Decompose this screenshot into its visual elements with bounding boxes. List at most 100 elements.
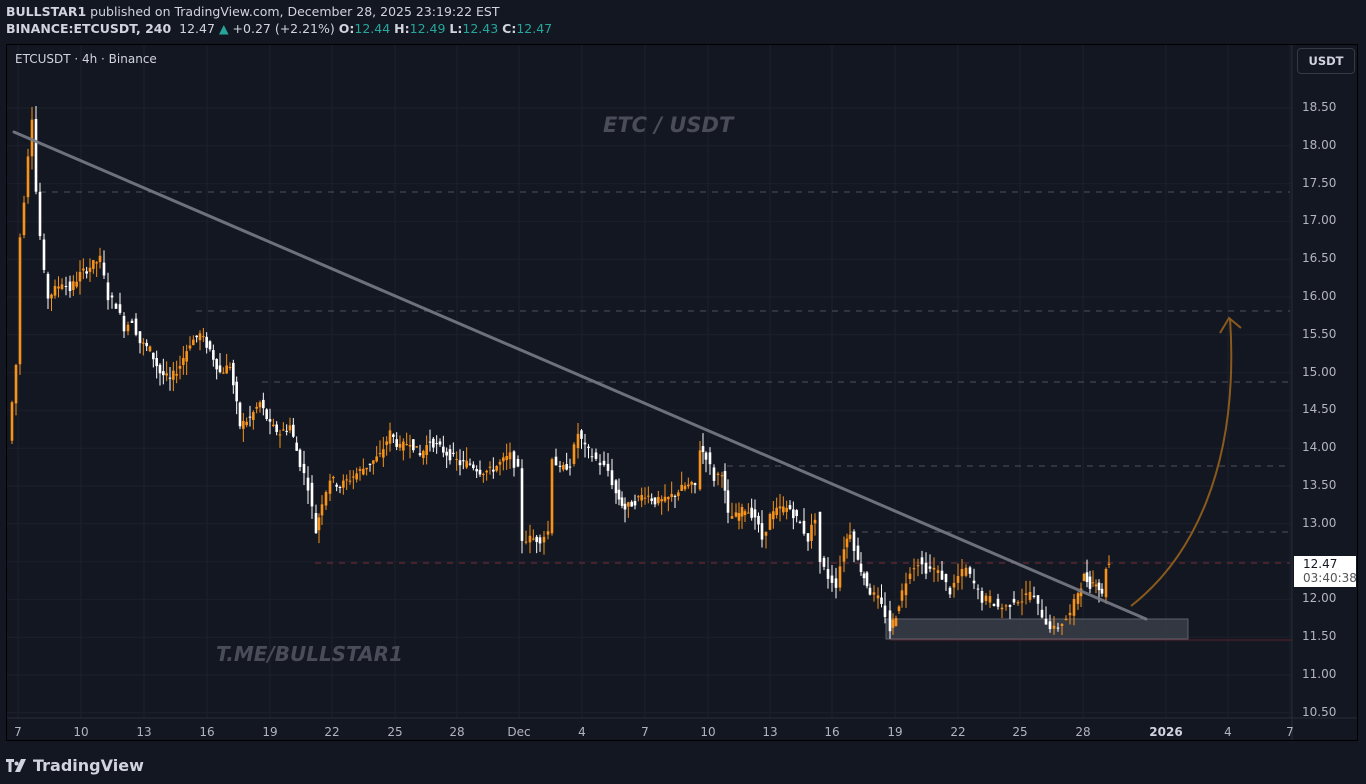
candle-body bbox=[972, 580, 976, 584]
candle-body bbox=[818, 511, 822, 562]
candle-body bbox=[342, 480, 345, 488]
candle-body bbox=[602, 460, 606, 465]
time-tick: 7 bbox=[641, 725, 649, 739]
candle-body bbox=[916, 565, 920, 567]
time-tick: 10 bbox=[73, 725, 89, 739]
candle-body bbox=[95, 262, 98, 264]
tradingview-logo[interactable]: TradingView bbox=[6, 756, 144, 775]
candle-body bbox=[10, 402, 14, 441]
candle-body bbox=[960, 569, 964, 577]
candle-body bbox=[856, 545, 860, 560]
candle-body bbox=[485, 470, 488, 473]
candle-body bbox=[92, 260, 95, 269]
candle-body bbox=[546, 531, 550, 535]
candle-body bbox=[798, 521, 802, 523]
candle-body bbox=[365, 467, 368, 470]
candle-body bbox=[148, 346, 152, 352]
candle-body bbox=[425, 445, 428, 455]
candle-body bbox=[482, 473, 485, 475]
price-tick: 15.00 bbox=[1302, 364, 1337, 379]
candle-body bbox=[88, 267, 92, 272]
candle-body bbox=[737, 513, 741, 521]
candle-body bbox=[302, 463, 306, 474]
candle-body bbox=[142, 342, 145, 344]
candle-body bbox=[888, 610, 892, 632]
candle-body bbox=[272, 424, 275, 426]
candle-body bbox=[897, 606, 901, 612]
time-tick: 13 bbox=[762, 725, 778, 739]
time-tick: 4 bbox=[578, 725, 586, 739]
candle-body bbox=[275, 424, 278, 432]
candle-body bbox=[568, 466, 572, 468]
candle-body bbox=[701, 446, 705, 453]
candle-body bbox=[498, 461, 502, 465]
last-price-value: 12.47 bbox=[1303, 557, 1338, 571]
candle-body bbox=[528, 535, 532, 543]
candle-body bbox=[328, 480, 332, 494]
candle-body bbox=[1060, 623, 1064, 626]
candle-body bbox=[455, 458, 458, 460]
watermark-pair: ETC / USDT bbox=[603, 113, 734, 137]
candle-body bbox=[747, 512, 750, 514]
candle-body bbox=[178, 366, 182, 369]
candle-body bbox=[202, 336, 205, 338]
candle-body bbox=[324, 492, 328, 506]
trendline-drawing[interactable] bbox=[12, 130, 1148, 621]
candle-body bbox=[428, 441, 432, 443]
candle-body bbox=[418, 453, 422, 456]
candle-body bbox=[68, 281, 72, 292]
candle-body bbox=[422, 450, 425, 458]
candle-body bbox=[730, 516, 734, 519]
candle-body bbox=[610, 470, 614, 486]
candle-body bbox=[1048, 621, 1052, 630]
time-tick: 22 bbox=[324, 725, 340, 739]
candle-body bbox=[138, 331, 142, 344]
candle-body bbox=[580, 430, 583, 439]
publish-header: BULLSTAR1 published on TradingView.com, … bbox=[6, 3, 552, 37]
time-tick: 19 bbox=[887, 725, 903, 739]
author-name[interactable]: BULLSTAR1 bbox=[6, 4, 87, 19]
candle-body bbox=[852, 531, 856, 551]
candle-body bbox=[868, 587, 872, 595]
candle-body bbox=[620, 497, 624, 506]
candle-body bbox=[382, 449, 385, 458]
candle-body bbox=[432, 438, 435, 448]
candle-body bbox=[26, 156, 30, 198]
candle-body bbox=[1104, 568, 1108, 598]
candle-body bbox=[992, 603, 996, 606]
candle-body bbox=[524, 541, 528, 543]
candle-body bbox=[415, 446, 418, 448]
candle-body bbox=[320, 504, 324, 516]
candle-body bbox=[248, 416, 252, 418]
candle-body bbox=[262, 399, 265, 409]
price-tick: 15.50 bbox=[1302, 326, 1337, 341]
candle-body bbox=[478, 469, 482, 475]
price-tick: 13.50 bbox=[1302, 478, 1337, 492]
candle-body bbox=[813, 519, 817, 524]
candle-body bbox=[1056, 627, 1060, 629]
candle-body bbox=[883, 605, 887, 618]
candle-body bbox=[50, 294, 53, 299]
projection-arrow-drawing[interactable] bbox=[1130, 317, 1233, 607]
candle-body bbox=[667, 497, 670, 500]
currency-button[interactable]: USDT bbox=[1297, 48, 1355, 74]
candle-body bbox=[228, 367, 232, 369]
candle-body bbox=[1082, 573, 1086, 582]
candle-body bbox=[880, 597, 883, 604]
candle-body bbox=[438, 441, 442, 445]
price-tick: 17.00 bbox=[1302, 213, 1337, 228]
candle-body bbox=[683, 485, 687, 490]
candle-body bbox=[740, 506, 744, 517]
candle-body bbox=[633, 500, 637, 506]
candle-body bbox=[435, 443, 438, 445]
candle-body bbox=[46, 273, 50, 299]
candle-body bbox=[235, 381, 238, 402]
open-label: O: bbox=[338, 21, 355, 36]
candle-body bbox=[956, 576, 960, 583]
candle-body bbox=[782, 506, 785, 513]
candle-body bbox=[22, 202, 26, 236]
candle-body bbox=[372, 460, 375, 464]
support-box-drawing[interactable] bbox=[885, 618, 1189, 640]
candle-body bbox=[848, 534, 852, 539]
